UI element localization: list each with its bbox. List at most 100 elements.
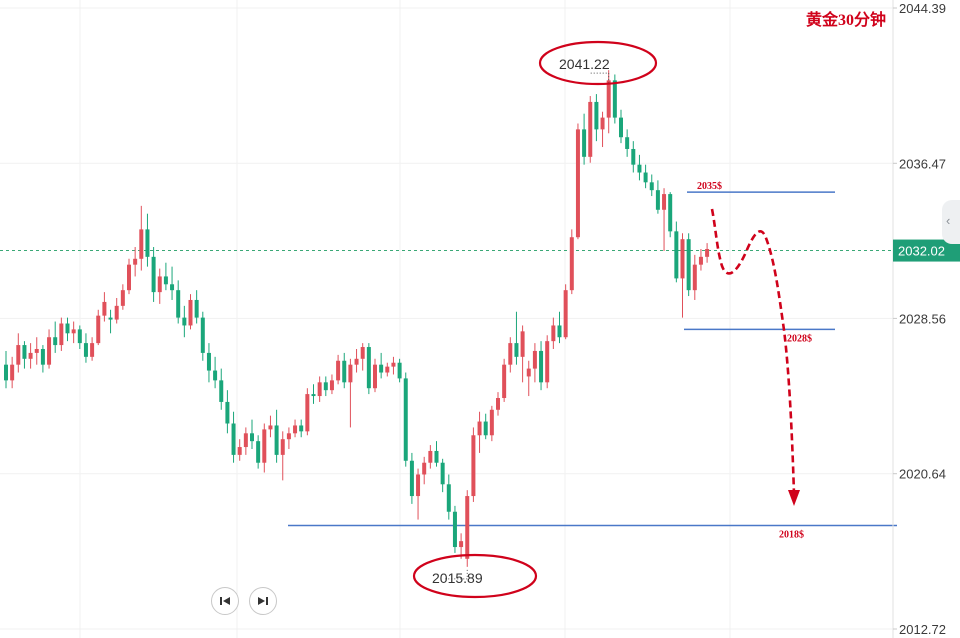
candle-body	[311, 394, 316, 397]
skip-forward-icon	[258, 597, 268, 605]
candle-body	[145, 229, 150, 257]
candle-body	[71, 329, 76, 334]
candle-body	[440, 462, 445, 485]
candle-body	[348, 364, 353, 383]
candle-body	[526, 368, 531, 377]
candle-body	[557, 325, 562, 338]
candle-body	[631, 148, 636, 165]
candle-body	[416, 474, 421, 497]
candle-body	[477, 421, 482, 436]
candle-body	[77, 329, 82, 344]
candle-body	[243, 433, 248, 448]
candle-body	[397, 362, 402, 379]
grid-lines	[0, 0, 893, 638]
candle-body	[606, 80, 611, 118]
candle-body	[551, 325, 556, 342]
side-panel-toggle[interactable]: ‹	[942, 200, 960, 244]
candle-body	[176, 290, 181, 318]
current-price-tag	[893, 239, 960, 262]
candle-body	[59, 323, 64, 346]
previous-button[interactable]	[211, 587, 239, 615]
candle-body	[637, 164, 642, 173]
low-circle	[412, 553, 538, 599]
candle-body	[120, 290, 125, 306]
projection-arrowhead	[788, 490, 800, 506]
candle-body	[360, 347, 365, 359]
candle-body	[250, 433, 254, 442]
candle-body	[108, 317, 113, 320]
projection-path	[710, 208, 796, 495]
candle-body	[403, 378, 408, 461]
candle-body	[643, 172, 648, 183]
skip-back-icon	[220, 597, 230, 605]
candle-body	[194, 299, 199, 318]
candle-body	[373, 364, 377, 389]
annotations: 2035$ 2028$ 2018$ 2041.22 2015.89	[412, 40, 812, 599]
candle-body	[520, 331, 525, 357]
candle-body	[40, 348, 45, 365]
candle-body	[582, 129, 587, 157]
candle-body	[471, 435, 476, 497]
next-button[interactable]	[249, 587, 277, 615]
candle-body	[53, 337, 58, 346]
price-axis: 2044.39 2036.47 2028.56 2020.64 2012.72 2032.…	[892, 0, 960, 638]
candle-body	[102, 301, 107, 316]
candle-body	[409, 460, 414, 497]
candle-body	[569, 237, 574, 291]
candle-body	[489, 409, 494, 436]
level-label: 2018$	[779, 529, 804, 540]
candle-body	[274, 425, 279, 455]
candle-body	[286, 433, 291, 440]
candle-body	[600, 117, 605, 130]
candle-body	[668, 194, 673, 232]
candle-body	[619, 117, 623, 138]
candle-body	[508, 343, 513, 365]
candle-body	[114, 305, 119, 320]
candle-body	[200, 317, 205, 353]
level-label: 2028$	[787, 333, 812, 344]
candle-body	[188, 299, 193, 326]
candle-body	[256, 441, 261, 463]
candle-body	[649, 182, 654, 191]
candle-body	[354, 358, 359, 365]
candle-body	[299, 425, 304, 432]
level-lines	[0, 191, 897, 527]
candle-body	[225, 401, 230, 424]
candle-body	[514, 343, 519, 357]
candle-body	[157, 276, 162, 293]
candle-body	[323, 382, 328, 391]
candle-body	[379, 364, 384, 373]
high-circle	[538, 40, 658, 86]
candle-body	[83, 343, 88, 357]
candle-body	[686, 239, 691, 291]
current-price-label: 2032.02	[898, 244, 945, 259]
candle-body	[422, 462, 427, 475]
candle-body	[705, 248, 710, 257]
chevron-left-icon: ‹	[946, 213, 951, 228]
y-tick-label: 2044.39	[899, 1, 946, 16]
y-tick-label: 2020.64	[899, 467, 946, 482]
candle-body	[170, 284, 175, 291]
low-price-label: 2015.89	[432, 570, 483, 586]
candle-body	[305, 394, 310, 432]
candle-body	[127, 264, 131, 291]
candle-body	[496, 398, 500, 410]
candle-body	[674, 231, 679, 279]
low-leader	[445, 568, 468, 580]
candle-body	[16, 345, 21, 365]
candle-body	[662, 194, 667, 210]
candle-body	[10, 364, 15, 381]
candle-body	[502, 364, 507, 399]
candle-body	[206, 352, 211, 371]
candle-body	[655, 190, 660, 210]
candle-body	[96, 315, 101, 344]
y-tick-label: 2028.56	[899, 311, 946, 326]
candle-body	[391, 362, 396, 367]
candle-body	[588, 101, 593, 157]
candle-body	[213, 370, 218, 381]
candle-body	[219, 380, 224, 402]
candle-body	[366, 347, 371, 389]
candle-body	[446, 484, 451, 512]
candle-body	[459, 541, 464, 548]
